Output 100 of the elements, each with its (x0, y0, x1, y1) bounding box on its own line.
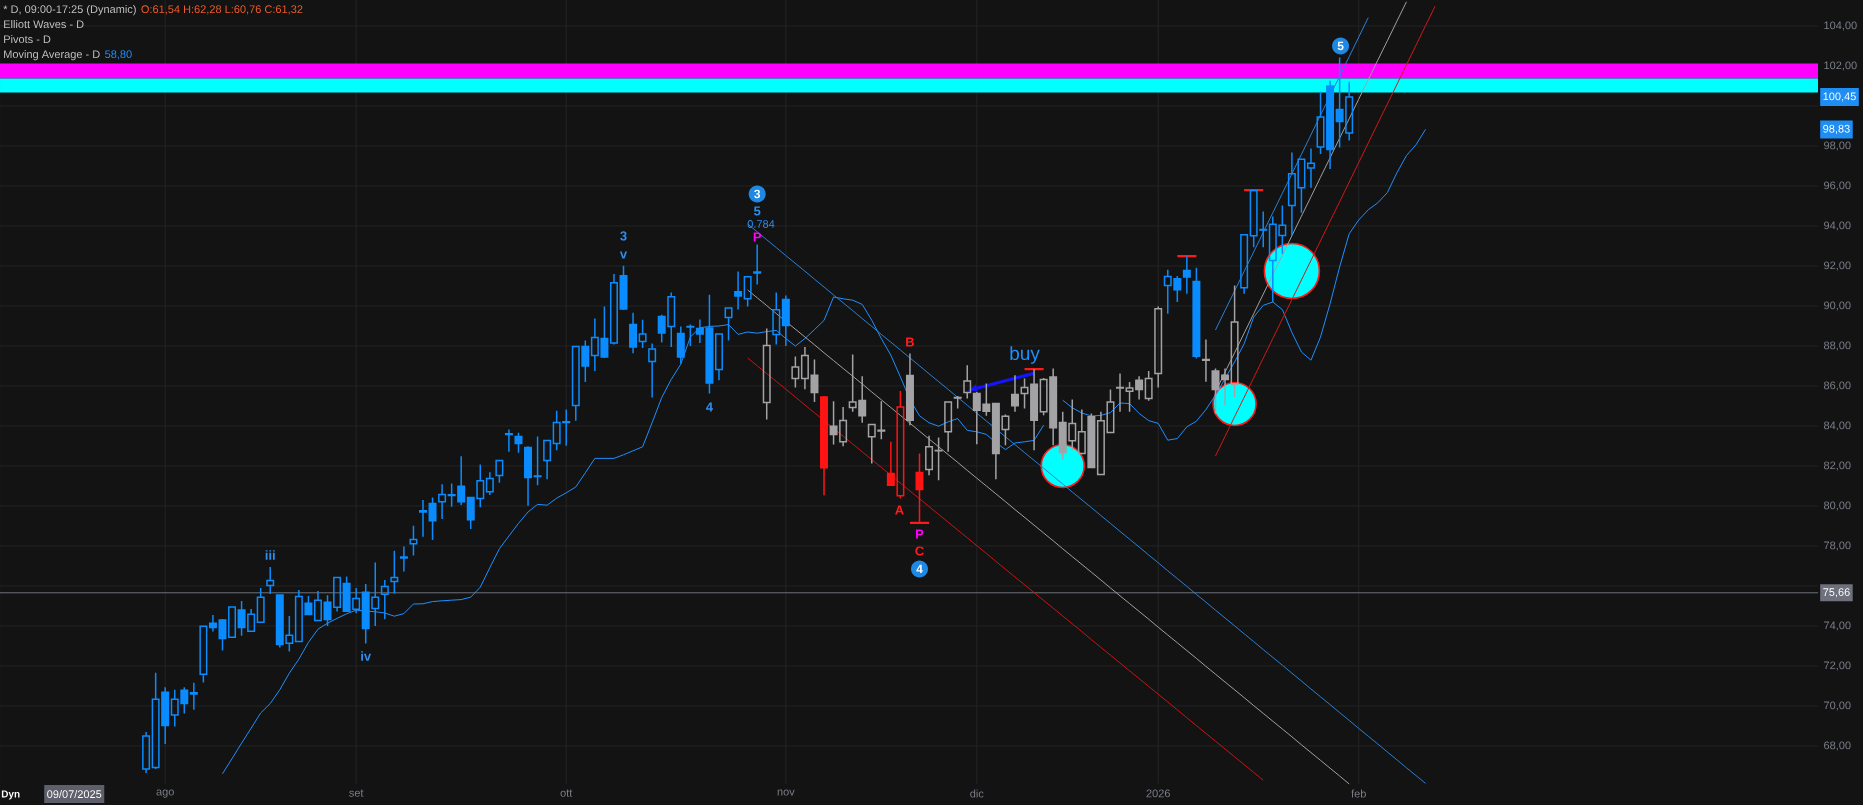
candlestick (485, 471, 494, 496)
candlestick (753, 243, 762, 286)
annotation: P (753, 232, 762, 242)
candlestick (734, 270, 743, 311)
annotation: 3 (620, 231, 627, 241)
x-tick-label: nov (777, 789, 795, 796)
candlestick (743, 276, 752, 308)
annotation: P (916, 529, 924, 539)
candlestick (619, 265, 628, 311)
candlestick (629, 312, 638, 354)
candlestick (781, 294, 790, 347)
y-tick-label: 90,00 (1824, 301, 1851, 311)
candlestick (1306, 147, 1315, 189)
text: 09/07/2025 (47, 789, 102, 799)
y-tick-label: 104,00 (1824, 21, 1857, 31)
ref-line-label: 75,66 (1823, 588, 1850, 598)
y-tick-label: 84,00 (1823, 421, 1851, 431)
annotation: buy (1010, 346, 1040, 364)
y-tick-label: 68,00 (1824, 741, 1851, 751)
candlestick (189, 682, 198, 711)
candlestick (1240, 234, 1249, 295)
x-tick-label: feb (1351, 789, 1366, 798)
candlestick (953, 395, 962, 410)
candlestick (543, 439, 552, 480)
candlestick (514, 432, 523, 454)
candlestick (428, 496, 437, 541)
candlestick (504, 428, 513, 453)
candlestick (524, 445, 533, 507)
candlestick (609, 273, 618, 346)
x-tick-label: 2026 (1146, 789, 1170, 798)
candlestick (438, 483, 447, 520)
candlestick (714, 333, 723, 381)
candlestick (905, 352, 914, 426)
candlestick (1154, 305, 1163, 389)
y-tick-label: 88,00 (1823, 341, 1851, 351)
annotation: 4 (706, 402, 713, 412)
y-tick-label: 86,00 (1823, 381, 1851, 391)
annotation: iv (361, 651, 372, 661)
candlestick (1201, 338, 1210, 383)
candlestick (313, 590, 322, 622)
annotation: Moving Average - D (4, 50, 100, 61)
candlestick (390, 550, 399, 595)
candlestick (1192, 267, 1201, 360)
annotation: 4 (916, 564, 923, 574)
candlestick (724, 307, 733, 342)
annotation: 3 (754, 189, 761, 199)
annotation: 100,45 (1823, 92, 1856, 102)
y-tick-label: 72,00 (1824, 661, 1851, 671)
annotation: 98,83 (1823, 124, 1850, 134)
annotation: Pivots - D (4, 35, 51, 44)
text: Dyn (1, 790, 20, 800)
candlestick (925, 435, 934, 476)
candlestick (419, 499, 427, 538)
x-tick-label: ago (156, 789, 174, 798)
y-tick-label: 74,00 (1824, 621, 1851, 631)
y-tick-label: 102,00 (1824, 61, 1857, 71)
candlestick (944, 401, 953, 453)
candlestick (1116, 372, 1125, 413)
candlestick (1010, 374, 1019, 413)
candlestick (228, 606, 237, 638)
candlestick (648, 342, 657, 399)
annotation: Elliott Waves - D (4, 20, 84, 29)
y-tick-label: 92,00 (1824, 261, 1851, 271)
candlestick (533, 435, 542, 486)
candlestick (495, 459, 504, 484)
annotation: B (906, 337, 915, 347)
candlestick (963, 364, 972, 400)
annotation: 0.784 (747, 220, 775, 228)
candlestick (199, 625, 208, 684)
annotation: 5 (1337, 41, 1344, 51)
candlestick (1182, 255, 1191, 295)
x-tick-label: set (349, 789, 364, 797)
candlestick (638, 319, 647, 349)
y-tick-label: 98,00 (1824, 141, 1851, 151)
x-tick-label: ott (560, 789, 573, 797)
annotation: C (915, 546, 924, 556)
candlestick (399, 545, 408, 573)
candlestick (1144, 370, 1153, 402)
candlestick (772, 291, 781, 346)
annotation: 58,80 (105, 50, 132, 60)
chart-title: * D, 09:00-17:25 (Dynamic) (3, 5, 136, 16)
annotation: v (619, 251, 628, 259)
candlestick (791, 355, 800, 389)
candlestick (380, 579, 389, 620)
annotation: iii (265, 550, 275, 560)
y-tick-label: 96,00 (1824, 181, 1851, 191)
annotation: A (895, 505, 904, 515)
candlestick (266, 566, 275, 595)
candlestick (820, 395, 829, 496)
candlestick (762, 327, 771, 421)
candlestick (409, 525, 418, 557)
candlestick (256, 587, 265, 623)
candlestick (686, 323, 695, 347)
y-tick-label: 94,00 (1824, 221, 1851, 231)
candlestick (676, 325, 685, 365)
candlestick (934, 436, 943, 481)
chart-subtitle: O:61,54 H:62,28 L:60,76 C:61,32 (141, 5, 303, 15)
y-tick-label: 80,00 (1823, 501, 1851, 511)
y-tick-label: 78,00 (1824, 541, 1851, 551)
y-tick-label: 82,00 (1823, 461, 1851, 471)
